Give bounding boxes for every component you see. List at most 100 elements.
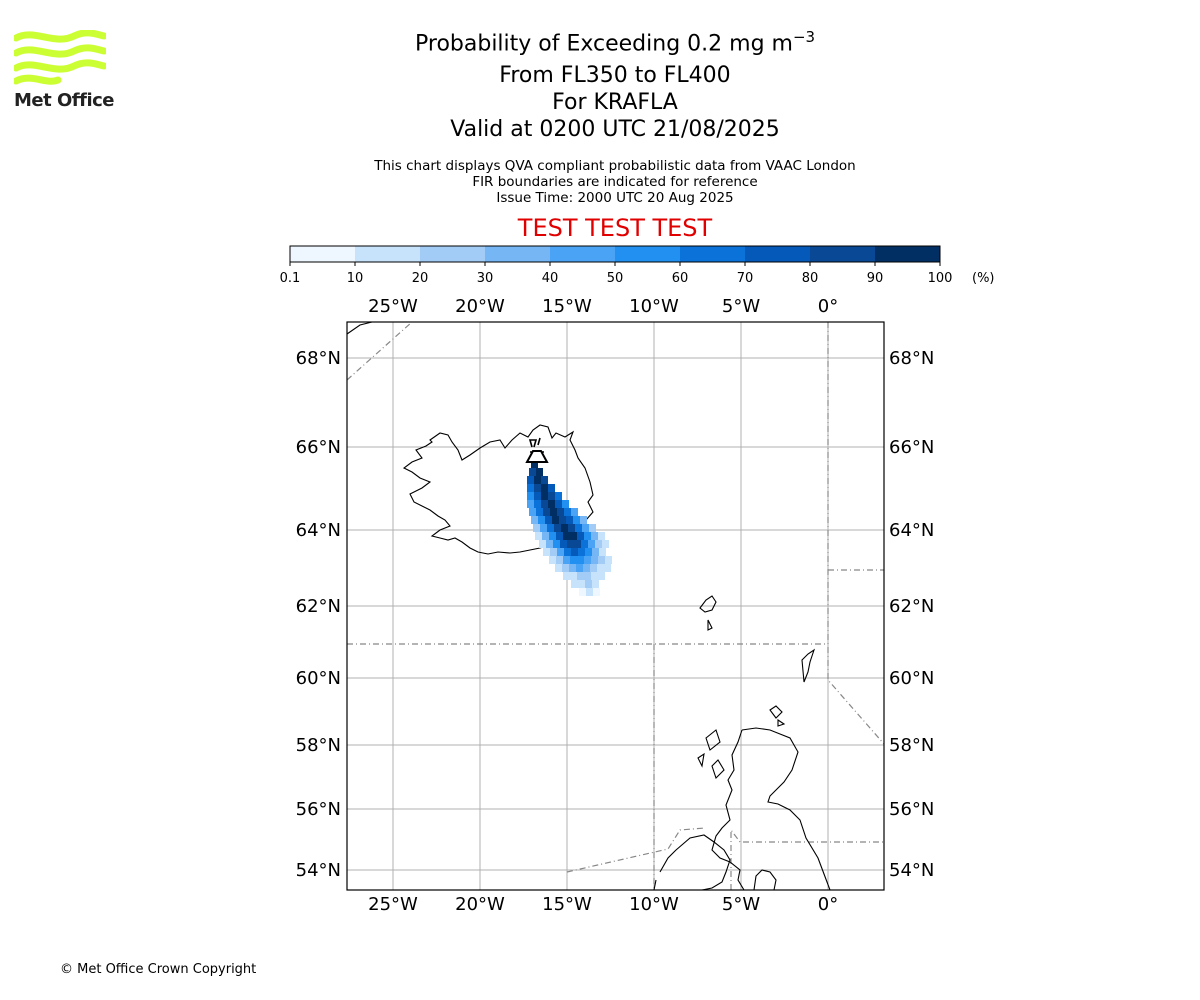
lon-label-top: 5°W (722, 296, 760, 317)
plume-cell (595, 540, 602, 548)
lat-label-right: 62°N (889, 596, 934, 617)
issue-time-line: Issue Time: 2000 UTC 20 Aug 2025 (496, 190, 734, 206)
plume-cell (541, 500, 548, 508)
colorbar: 0.1 10 20 30 40 50 60 70 80 90 100 (%) (280, 245, 995, 286)
plume-cell (546, 540, 553, 548)
colorbar-swatch (550, 246, 615, 262)
plume-cell (578, 548, 585, 556)
plume-cell (592, 548, 599, 556)
plume-cell (576, 564, 583, 572)
lon-label-top: 15°W (542, 296, 592, 317)
lat-label-right: 56°N (889, 799, 934, 820)
colorbar-tick-label: 30 (477, 271, 494, 286)
map: 25°W 25°W 20°W 20°W 15°W 15°W 10°W 10°W 5°W 5°W 0°… (296, 296, 935, 915)
plume-cell (569, 564, 576, 572)
plume-cell (571, 508, 578, 516)
plume-cell (531, 516, 538, 524)
lon-label-bottom: 0° (818, 894, 838, 915)
plume-cell (548, 484, 555, 492)
plume-cell (563, 532, 570, 540)
map-frame (346, 321, 885, 891)
plume-cell (563, 572, 570, 580)
plume-cell (527, 492, 534, 500)
plume-cell (584, 532, 591, 540)
coastlines (346, 321, 831, 891)
chart-title-exponent: −3 (792, 28, 816, 46)
colorbar-unit: (%) (972, 271, 995, 286)
lat-label-right: 68°N (889, 348, 934, 369)
plume-cell (577, 572, 584, 580)
plume-cell (553, 540, 560, 548)
colorbar-swatch (875, 246, 940, 262)
plume-cell (556, 532, 563, 540)
plume-cell (564, 548, 571, 556)
plume-cell (597, 564, 604, 572)
lon-label-bottom: 5°W (722, 894, 760, 915)
plume-cell (605, 556, 612, 564)
lat-label-left: 68°N (296, 348, 341, 369)
colorbar-swatch (680, 246, 745, 262)
plume-cell (534, 500, 541, 508)
plume-cell (574, 540, 581, 548)
hebrides-coast (697, 729, 725, 780)
lon-label-top: 0° (818, 296, 838, 317)
plume-cell (570, 572, 577, 580)
plume-cell (604, 564, 611, 572)
plume-cell (548, 492, 555, 500)
plume-cell (555, 492, 562, 500)
plume-cell (527, 476, 534, 484)
chart-title-main: Probability of Exceeding 0.2 mg m (415, 31, 793, 57)
plume-cell (579, 588, 586, 596)
plume-cell (590, 564, 597, 572)
chart-title: Probability of Exceeding 0.2 mg m−3 (415, 28, 815, 56)
colorbar-tick-label: 50 (607, 271, 624, 286)
plume-cell (568, 524, 575, 532)
colorbar-tick-label: 70 (737, 271, 754, 286)
plume-cell (591, 532, 598, 540)
plume-cell (566, 516, 573, 524)
plume-cell (585, 580, 592, 588)
plume-cell (585, 548, 592, 556)
volcano-icon (525, 437, 549, 463)
lon-label-bottom: 15°W (542, 894, 592, 915)
plume-cell (535, 532, 542, 540)
lon-label-top: 25°W (368, 296, 418, 317)
plume-cell (547, 524, 554, 532)
plume-cell (549, 556, 556, 564)
plume-cell (531, 460, 538, 468)
colorbar-tick-label: 40 (542, 271, 559, 286)
plume-cell (602, 540, 609, 548)
plume-cell (534, 476, 541, 484)
colorbar-tick-label: 80 (802, 271, 819, 286)
plume-cell (527, 484, 534, 492)
plume-cell (561, 524, 568, 532)
colorbar-tick-label: 0.1 (280, 271, 301, 286)
plume-cell (557, 548, 564, 556)
lon-label-top: 20°W (455, 296, 505, 317)
plume-cell (538, 516, 545, 524)
plume-cell (570, 532, 577, 540)
info-line-2: FIR boundaries are indicated for referen… (472, 174, 758, 190)
plume-cell (545, 516, 552, 524)
lat-label-left: 54°N (296, 860, 341, 881)
ash-probability-plume (527, 460, 612, 596)
colorbar-swatch (810, 246, 875, 262)
lat-label-right: 54°N (889, 860, 934, 881)
plume-cell (562, 564, 569, 572)
plume-cell (541, 492, 548, 500)
plume-cell (529, 468, 536, 476)
lat-label-left: 58°N (296, 735, 341, 756)
plume-cell (593, 588, 600, 596)
fir-boundaries (346, 321, 885, 890)
colorbar-tick-label: 90 (867, 271, 884, 286)
lat-label-left: 66°N (296, 437, 341, 458)
plume-cell (581, 540, 588, 548)
plume-cell (563, 556, 570, 564)
colorbar-swatch (355, 246, 420, 262)
test-banner: TEST TEST TEST (517, 214, 713, 242)
plume-cell (540, 524, 547, 532)
plume-cell (570, 556, 577, 564)
plume-cell (598, 556, 605, 564)
colorbar-swatch (420, 246, 485, 262)
plume-cell (543, 508, 550, 516)
